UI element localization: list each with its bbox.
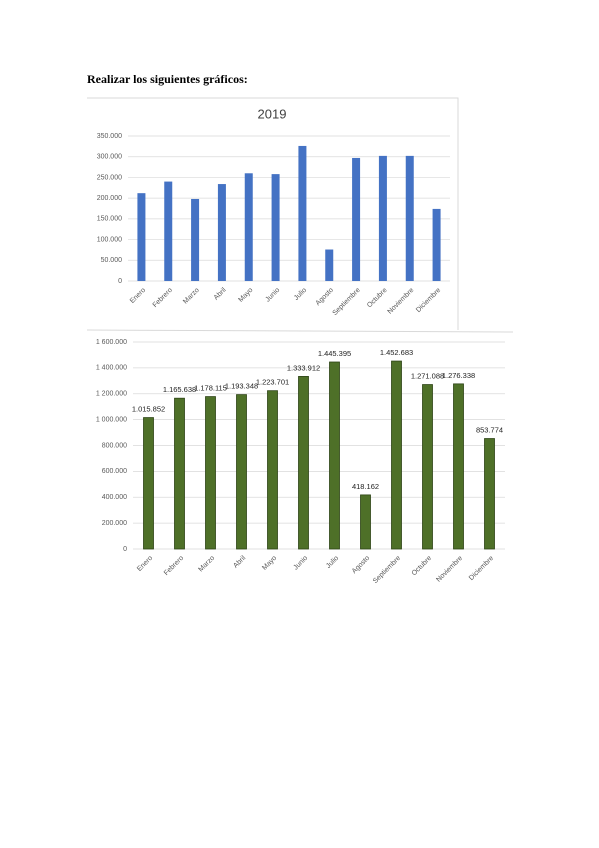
y-tick-label: 1 400.000 — [96, 365, 127, 372]
y-tick-label: 350.000 — [97, 133, 122, 140]
value-label: 1.276.338 — [442, 371, 475, 380]
y-tick-label: 400.000 — [102, 494, 127, 501]
value-label: 1.178.115 — [194, 384, 227, 393]
y-tick-label: 0 — [123, 546, 127, 553]
y-tick-label: 300.000 — [97, 154, 122, 161]
bar — [205, 396, 216, 550]
y-tick-label: 1 200.000 — [96, 391, 127, 398]
bar — [244, 173, 253, 281]
bar — [391, 360, 402, 550]
y-tick-label: 200.000 — [97, 195, 122, 202]
bar — [352, 157, 361, 281]
y-tick-label: 250.000 — [97, 174, 122, 181]
chart-frame — [87, 97, 459, 330]
bar — [378, 155, 387, 281]
bar — [432, 208, 441, 281]
bar — [271, 174, 280, 281]
bar — [329, 361, 340, 550]
bar — [217, 184, 226, 281]
y-tick-label: 0 — [118, 278, 122, 285]
y-tick-label: 1 600.000 — [96, 339, 127, 346]
y-tick-label: 800.000 — [102, 442, 127, 449]
bar — [191, 198, 200, 281]
bar — [267, 390, 278, 550]
value-label: 1.333.912 — [287, 363, 320, 372]
bar — [164, 181, 173, 281]
y-tick-label: 600.000 — [102, 468, 127, 475]
value-label: 853.774 — [476, 426, 503, 435]
bar — [298, 376, 309, 550]
y-tick-label: 1 000.000 — [96, 416, 127, 423]
bar — [143, 417, 154, 550]
value-label: 1.223.701 — [256, 378, 289, 387]
value-label: 1.452.683 — [380, 348, 413, 357]
bar — [298, 145, 307, 281]
bar — [484, 438, 495, 550]
y-tick-label: 150.000 — [97, 216, 122, 223]
bar — [405, 155, 414, 281]
bar — [453, 383, 464, 550]
bar — [236, 394, 247, 550]
bar — [137, 193, 146, 281]
heading: Realizar los siguientes gráficos: — [87, 72, 248, 86]
value-label: 1.015.852 — [132, 405, 165, 414]
value-label: 1.165.638 — [163, 385, 196, 394]
chart-title: 2019 — [258, 106, 287, 121]
value-label: 1.445.395 — [318, 349, 351, 358]
y-tick-label: 50.000 — [101, 257, 123, 264]
value-label: 418.162 — [352, 482, 379, 491]
chart-frame — [86, 329, 514, 333]
bar — [422, 384, 433, 550]
bar — [360, 494, 371, 550]
y-tick-label: 200.000 — [102, 520, 127, 527]
bar — [325, 249, 334, 281]
value-label: 1.193.348 — [225, 382, 258, 391]
bar — [174, 397, 185, 550]
value-label: 1.271.088 — [411, 372, 444, 381]
y-tick-label: 100.000 — [97, 236, 122, 243]
